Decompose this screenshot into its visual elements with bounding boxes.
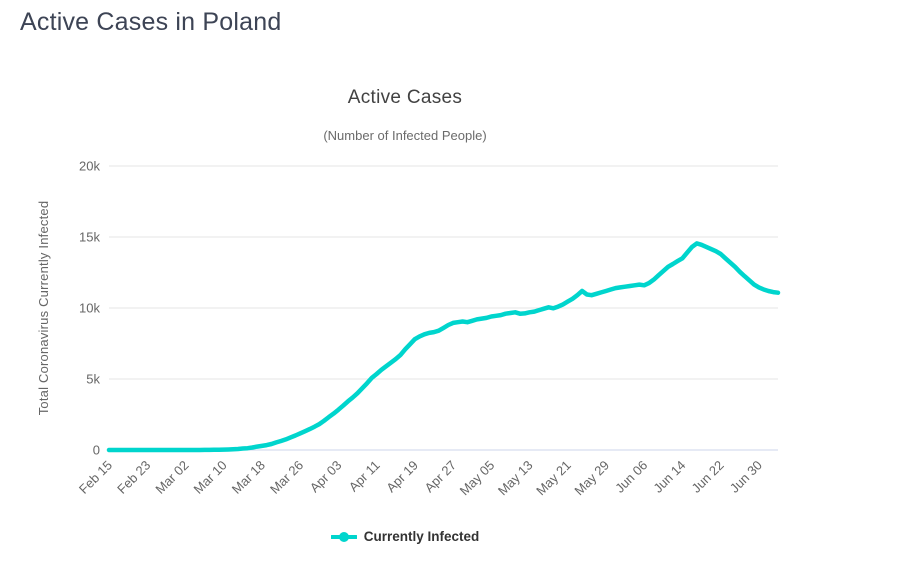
series-line-currently-infected — [106, 241, 781, 453]
legend-item-currently-infected[interactable]: Currently Infected — [20, 529, 790, 544]
y-tick-label: 10k — [79, 301, 100, 316]
x-tick-label: May 29 — [571, 458, 612, 499]
legend-item-label: Currently Infected — [363, 529, 480, 544]
legend-marker-icon — [330, 531, 357, 542]
x-tick-label: Jun 22 — [689, 458, 727, 496]
x-tick-label: Jun 14 — [650, 458, 688, 496]
y-tick-label: 20k — [79, 159, 100, 174]
x-tick-label: Apr 11 — [346, 458, 383, 495]
x-tick-label: Feb 15 — [76, 458, 115, 497]
y-tick-label: 15k — [79, 230, 100, 245]
x-tick-label: May 21 — [533, 458, 574, 499]
x-tick-label: Mar 26 — [267, 458, 306, 497]
chart-title: Active Cases — [347, 87, 463, 108]
x-tick-label: Jun 30 — [727, 458, 765, 496]
x-tick-label: Mar 10 — [191, 458, 230, 497]
x-tick-label: Apr 19 — [383, 458, 421, 496]
x-tick-label: Mar 02 — [152, 458, 191, 497]
x-tick-label: May 05 — [457, 458, 498, 499]
x-tick-label: Apr 27 — [421, 458, 459, 496]
page-title: Active Cases in Poland — [20, 8, 282, 36]
x-tick-label: Apr 03 — [307, 458, 345, 496]
x-tick-label: Jun 06 — [612, 458, 650, 496]
y-axis-title: Total Coronavirus Currently Infected — [36, 201, 51, 416]
x-tick-label: Mar 18 — [229, 458, 268, 497]
x-tick-label: Feb 23 — [114, 458, 153, 497]
y-tick-label: 0 — [93, 443, 100, 458]
y-tick-label: 5k — [86, 372, 100, 387]
x-tick-label: May 13 — [495, 458, 536, 499]
chart-subtitle: (Number of Infected People) — [323, 128, 487, 143]
